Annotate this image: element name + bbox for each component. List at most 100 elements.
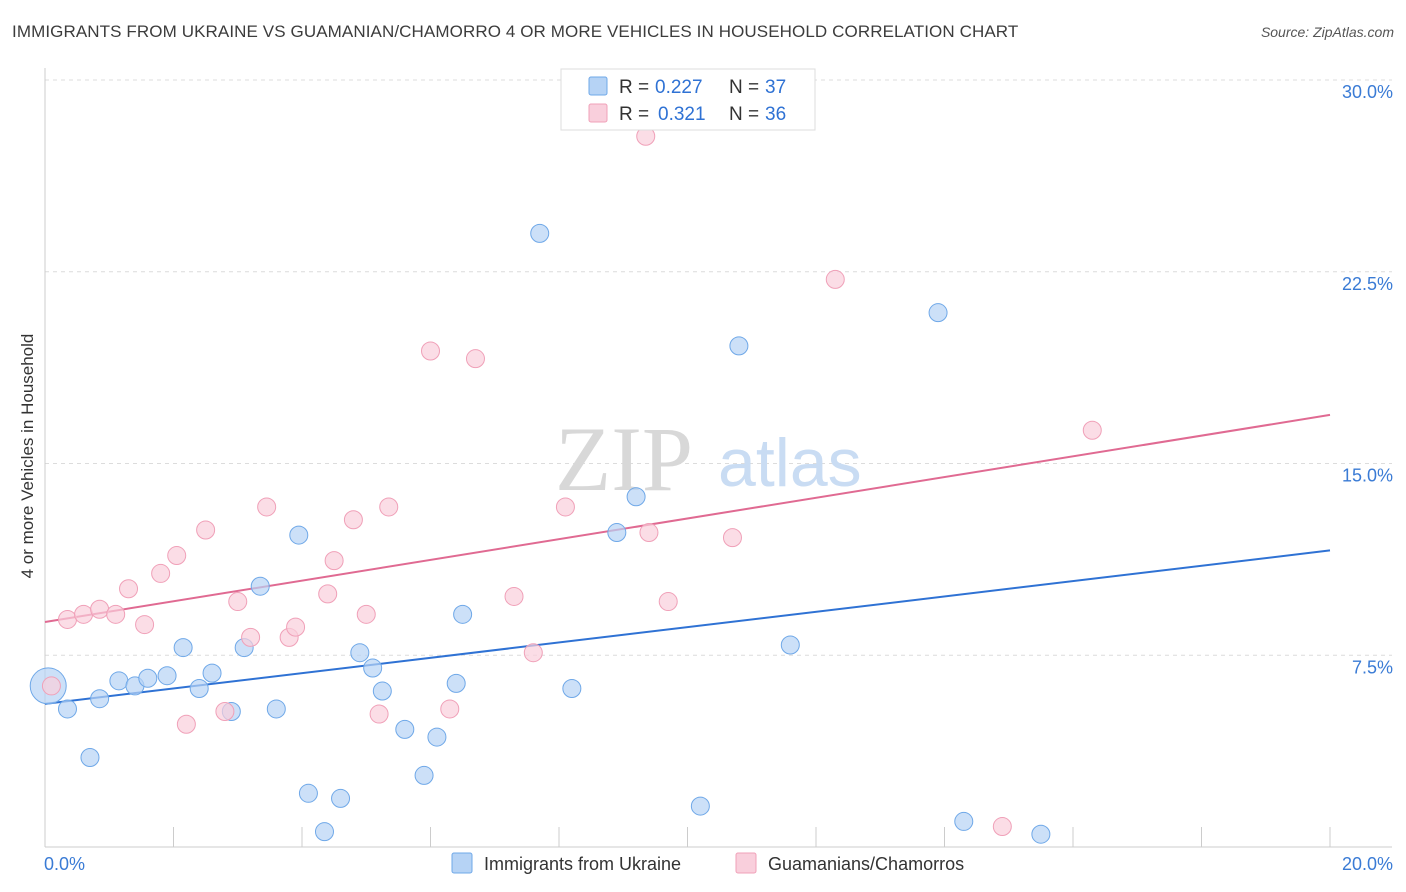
data-point-series-1 <box>151 563 171 583</box>
data-point-series-0 <box>626 487 646 507</box>
legend-r-value-1: 0.227 <box>655 77 703 98</box>
data-point-series-0 <box>189 678 209 698</box>
data-point-series-0 <box>729 336 749 356</box>
x-tick-label-min: 0.0% <box>44 854 85 874</box>
chart-title: IMMIGRANTS FROM UKRAINE VS GUAMANIAN/CHA… <box>12 22 1019 41</box>
legend-n-label-2: N = <box>729 104 759 125</box>
data-point-series-0 <box>250 576 270 596</box>
legend-swatch-guamanian <box>588 103 608 123</box>
data-point-series-0 <box>446 673 466 693</box>
data-point-series-1 <box>176 714 196 734</box>
data-point-series-1 <box>465 349 485 369</box>
legend-bottom-label-guamanian: Guamanians/Chamorros <box>768 854 964 874</box>
data-point-series-1 <box>90 599 110 619</box>
legend-swatch-ukraine <box>588 76 608 96</box>
data-point-series-1 <box>324 551 344 571</box>
stats-legend: R = 0.227 N = 37 R = 0.321 N = 36 <box>560 68 816 131</box>
y-tick-label: 7.5% <box>1352 657 1393 677</box>
data-point-series-0 <box>80 748 100 768</box>
tick-labels: 7.5% 15.0% 22.5% 30.0% 0.0% 20.0% <box>44 82 1393 874</box>
legend-n-value-2: 36 <box>765 104 786 125</box>
y-tick-label: 15.0% <box>1342 466 1393 486</box>
watermark-atlas: atlas <box>718 425 862 501</box>
grid-lines <box>45 79 1392 656</box>
data-point-series-0 <box>298 783 318 803</box>
data-point-series-1 <box>135 615 155 635</box>
data-point-series-1 <box>440 699 460 719</box>
data-point-series-1 <box>421 341 440 361</box>
data-point-series-1 <box>722 528 742 548</box>
trend-line-0 <box>44 549 1331 705</box>
data-point-series-1 <box>215 701 235 721</box>
data-point-series-0 <box>138 668 158 688</box>
data-point-series-0 <box>954 811 974 831</box>
data-point-series-0 <box>266 699 286 719</box>
watermark: ZIP atlas <box>555 408 862 510</box>
data-point-series-0 <box>109 671 129 691</box>
data-point-series-1 <box>369 704 389 724</box>
data-point-series-1 <box>41 676 61 696</box>
legend-r-label-1: R = <box>619 77 649 98</box>
data-point-series-1 <box>343 510 363 530</box>
source-label: Source: ZipAtlas.com <box>1260 24 1394 40</box>
data-point-series-1 <box>74 604 94 624</box>
data-point-series-0 <box>607 523 627 543</box>
data-point-series-0 <box>173 638 193 658</box>
data-point-series-0 <box>331 788 351 808</box>
data-point-series-0 <box>690 796 710 816</box>
data-point-series-0 <box>157 666 177 686</box>
data-point-series-0 <box>314 822 334 842</box>
data-point-series-1 <box>106 604 126 624</box>
data-point-series-1 <box>825 269 845 289</box>
data-point-series-0 <box>372 681 392 701</box>
legend-bottom-swatch-guamanian <box>735 852 757 874</box>
data-point-series-1 <box>523 643 543 663</box>
legend-bottom-swatch-ukraine <box>451 852 473 874</box>
legend-r-value-2: 0.321 <box>658 104 706 125</box>
series-legend: Immigrants from Ukraine Guamanians/Chamo… <box>451 852 964 874</box>
data-point-series-0 <box>414 765 434 785</box>
data-point-series-0 <box>202 663 222 683</box>
watermark-zip: ZIP <box>555 408 693 510</box>
data-points <box>29 126 1102 844</box>
data-point-series-1 <box>639 523 659 543</box>
data-point-series-0 <box>530 223 550 243</box>
data-point-series-0 <box>453 604 473 624</box>
legend-r-label-2: R = <box>619 104 649 125</box>
data-point-series-1 <box>228 592 248 612</box>
data-point-series-1 <box>119 579 139 599</box>
data-point-series-0 <box>57 699 77 719</box>
data-point-series-1 <box>318 584 338 604</box>
data-point-series-1 <box>286 617 306 637</box>
y-tick-label: 30.0% <box>1342 82 1393 102</box>
data-point-series-0 <box>1031 824 1051 844</box>
x-tick-label-max: 20.0% <box>1342 854 1393 874</box>
data-point-series-1 <box>658 592 678 612</box>
legend-n-label-1: N = <box>729 77 759 98</box>
data-point-series-0 <box>780 635 800 655</box>
data-point-series-1 <box>257 497 277 517</box>
data-point-series-0 <box>562 678 582 698</box>
legend-n-value-1: 37 <box>765 77 786 98</box>
legend-bottom-label-ukraine: Immigrants from Ukraine <box>484 854 681 874</box>
data-point-series-0 <box>928 303 948 323</box>
data-point-series-1 <box>504 586 524 606</box>
data-point-series-1 <box>992 817 1012 837</box>
data-point-series-0 <box>350 643 370 663</box>
data-point-series-0 <box>427 727 447 747</box>
data-point-series-0 <box>289 525 309 545</box>
data-point-series-1 <box>379 497 399 517</box>
data-point-series-1 <box>241 627 261 647</box>
data-point-series-1 <box>196 520 216 540</box>
data-point-series-0 <box>363 658 383 678</box>
data-point-series-0 <box>90 689 110 709</box>
data-point-series-0 <box>395 719 415 739</box>
y-tick-label: 22.5% <box>1342 274 1393 294</box>
y-axis-label: 4 or more Vehicles in Household <box>18 334 37 579</box>
axes <box>44 68 1392 848</box>
data-point-series-1 <box>57 609 77 629</box>
data-point-series-1 <box>167 546 187 566</box>
data-point-series-1 <box>555 497 575 517</box>
data-point-series-1 <box>356 604 376 624</box>
